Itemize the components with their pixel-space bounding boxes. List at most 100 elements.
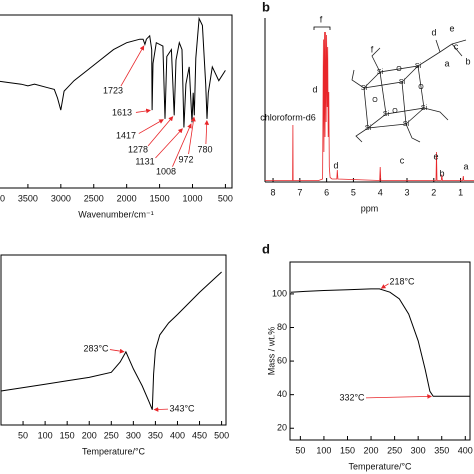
annotation-arrow bbox=[153, 407, 169, 412]
x-tick-label: 100 bbox=[316, 445, 331, 455]
x-tick-label: 500 bbox=[214, 430, 229, 440]
annotation: d bbox=[312, 84, 317, 94]
annotation-arrow bbox=[109, 348, 125, 354]
annotation: 218°C bbox=[389, 276, 415, 286]
group-label: a bbox=[444, 58, 449, 68]
f-bracket bbox=[313, 26, 331, 30]
annotation: 1723 bbox=[103, 85, 123, 95]
annotation: 1417 bbox=[116, 130, 136, 140]
x-tick-label: 6 bbox=[324, 187, 329, 197]
x-tick-label: 4 bbox=[378, 187, 383, 197]
x-tick-label: 150 bbox=[340, 445, 355, 455]
annotation-arrow bbox=[138, 119, 164, 134]
x-tick-label: 250 bbox=[387, 445, 402, 455]
annotation: e bbox=[433, 151, 438, 161]
x-tick-label: 2 bbox=[431, 187, 436, 197]
x-tick-label: 3000 bbox=[51, 193, 71, 203]
annotation-arrow bbox=[135, 108, 151, 114]
y-tick-label: 80 bbox=[277, 322, 287, 332]
x-tick-label: 7 bbox=[297, 187, 302, 197]
x-tick-label: 2500 bbox=[84, 193, 104, 203]
x-tick-label: 500 bbox=[218, 193, 233, 203]
x-tick-label: 2000 bbox=[117, 193, 137, 203]
x-tick-label: 3500 bbox=[18, 193, 38, 203]
x-tick-label: 200 bbox=[82, 430, 97, 440]
annotation-arrow bbox=[204, 119, 210, 145]
x-tick-label: 300 bbox=[411, 445, 426, 455]
annotation-arrow bbox=[147, 116, 174, 147]
group-label: f bbox=[371, 44, 374, 54]
annotation-arrow bbox=[120, 45, 145, 87]
data-line bbox=[290, 288, 470, 397]
data-line bbox=[265, 31, 474, 181]
atom-label: O bbox=[396, 66, 402, 73]
x-axis-label: Temperature/°C bbox=[82, 446, 146, 456]
annotation-arrow bbox=[172, 123, 192, 167]
x-tick-label: 3 bbox=[405, 187, 410, 197]
group-label: d bbox=[431, 27, 436, 37]
x-tick-label: 1500 bbox=[150, 193, 170, 203]
atom-label: Si bbox=[415, 63, 422, 70]
y-tick-label: 20 bbox=[277, 423, 287, 433]
y-tick-label: 60 bbox=[277, 355, 287, 365]
annotation: a bbox=[463, 161, 468, 171]
atom-label: Si bbox=[377, 69, 384, 76]
y-tick-label: 40 bbox=[277, 389, 287, 399]
atom-label: Si bbox=[399, 79, 406, 86]
annotation-arrow bbox=[380, 283, 389, 289]
annotation: 1131 bbox=[135, 156, 154, 166]
x-tick-label: 400 bbox=[170, 430, 185, 440]
annotation: 1008 bbox=[156, 166, 176, 176]
annotation-arrow bbox=[188, 116, 196, 155]
group-label: b bbox=[465, 56, 470, 66]
atom-label: Si bbox=[421, 105, 428, 112]
atom-label: O bbox=[418, 84, 424, 91]
x-tick-label: 1 bbox=[458, 187, 463, 197]
x-tick-label: 150 bbox=[60, 430, 75, 440]
molecule-bonds bbox=[351, 39, 467, 143]
x-tick-label: 4000 bbox=[0, 193, 5, 203]
annotation: 332°C bbox=[339, 392, 365, 402]
x-tick-label: 350 bbox=[148, 430, 163, 440]
annotation-arrow bbox=[365, 394, 433, 399]
annotation-arrow bbox=[155, 128, 183, 159]
y-tick-label: 100 bbox=[272, 288, 287, 298]
x-tick-label: 5 bbox=[351, 187, 356, 197]
x-axis-label: Temperature/°C bbox=[348, 461, 412, 471]
annotation: d bbox=[333, 160, 338, 170]
annotation: 972 bbox=[178, 154, 193, 164]
x-tick-label: 100 bbox=[38, 430, 53, 440]
atom-label: O bbox=[372, 97, 378, 104]
annotation: b bbox=[439, 168, 444, 178]
data-line bbox=[0, 271, 222, 410]
atom-label: Si bbox=[383, 111, 390, 118]
data-line bbox=[0, 16, 226, 128]
x-tick-label: 350 bbox=[434, 445, 449, 455]
annotation: f bbox=[320, 14, 323, 24]
x-tick-label: 50 bbox=[18, 430, 28, 440]
plot-frame bbox=[289, 261, 471, 441]
plot-frame bbox=[0, 254, 227, 426]
x-tick-label: 50 bbox=[295, 445, 305, 455]
atom-label: Si bbox=[365, 125, 372, 132]
atom-label: Si bbox=[403, 121, 410, 128]
atom-label: Si bbox=[361, 85, 368, 92]
x-tick-label: 300 bbox=[126, 430, 141, 440]
annotation: 780 bbox=[197, 144, 212, 154]
x-tick-label: 200 bbox=[364, 445, 379, 455]
annotation: 1278 bbox=[128, 144, 148, 154]
y-axis-label: Mass / wt.% bbox=[266, 327, 276, 376]
x-tick-label: 250 bbox=[104, 430, 119, 440]
panel-label: d bbox=[262, 241, 270, 256]
plot-frame bbox=[0, 14, 233, 189]
annotation: c bbox=[400, 155, 405, 165]
group-label: e bbox=[449, 23, 454, 33]
annotation: chloroform-d6 bbox=[260, 112, 316, 122]
annotation: 1613 bbox=[112, 107, 132, 117]
x-tick-label: 450 bbox=[192, 430, 207, 440]
x-axis-label: Wavenumber/cm⁻¹ bbox=[78, 209, 153, 219]
annotation: 343°C bbox=[169, 403, 195, 413]
x-axis-label: ppm bbox=[361, 203, 379, 213]
panel-label: b bbox=[262, 0, 270, 14]
